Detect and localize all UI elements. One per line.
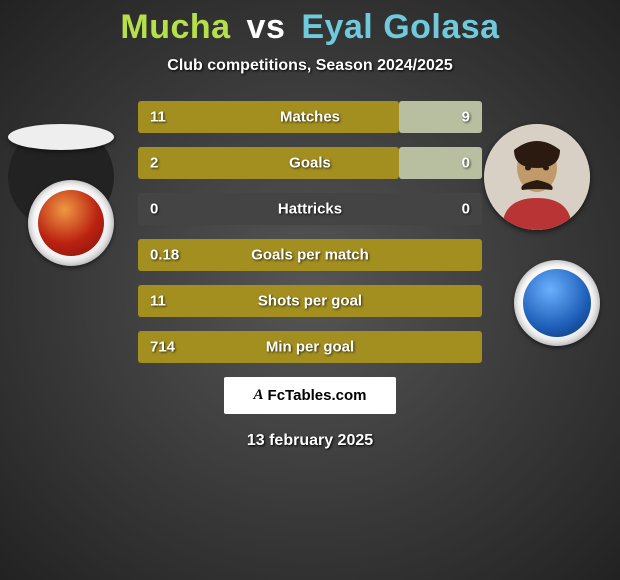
stat-row: 2 Goals 0 [138, 147, 482, 179]
player2-name: Eyal Golasa [301, 8, 499, 46]
stat-row: 0.18 Goals per match [138, 239, 482, 271]
stat-value-right: 0 [462, 201, 470, 218]
stat-value-left: 11 [150, 109, 166, 126]
stat-value-left: 2 [150, 155, 158, 172]
stat-label: Goals [289, 155, 331, 172]
player2-club-badge [514, 260, 600, 346]
player1-club-badge [28, 180, 114, 266]
stat-bar-left [138, 147, 399, 179]
brand-badge: A FcTables.com [224, 377, 396, 414]
player1-avatar-placeholder [8, 124, 114, 150]
stat-value-right: 0 [462, 155, 470, 172]
stat-label: Matches [280, 109, 340, 126]
stat-label: Goals per match [251, 247, 369, 264]
stat-value-left: 11 [150, 293, 166, 310]
brand-text: FcTables.com [268, 387, 367, 404]
brand-sig: A [254, 387, 264, 404]
player1-name: Mucha [120, 8, 230, 46]
stat-label: Hattricks [278, 201, 342, 218]
player2-avatar [484, 124, 590, 230]
stat-value-right: 9 [462, 109, 470, 126]
stat-bar-left [138, 101, 399, 133]
stat-label: Shots per goal [258, 293, 362, 310]
stat-value-left: 0.18 [150, 247, 179, 264]
stat-row: 0 Hattricks 0 [138, 193, 482, 225]
stat-value-left: 0 [150, 201, 158, 218]
stat-row: 11 Matches 9 [138, 101, 482, 133]
subtitle: Club competitions, Season 2024/2025 [0, 57, 620, 75]
comparison-title: Mucha vs Eyal Golasa [0, 0, 620, 47]
stat-value-left: 714 [150, 339, 175, 356]
stat-label: Min per goal [266, 339, 354, 356]
vs-text: vs [247, 8, 286, 46]
footer-date: 13 february 2025 [0, 432, 620, 450]
stat-row: 714 Min per goal [138, 331, 482, 363]
stat-row: 11 Shots per goal [138, 285, 482, 317]
